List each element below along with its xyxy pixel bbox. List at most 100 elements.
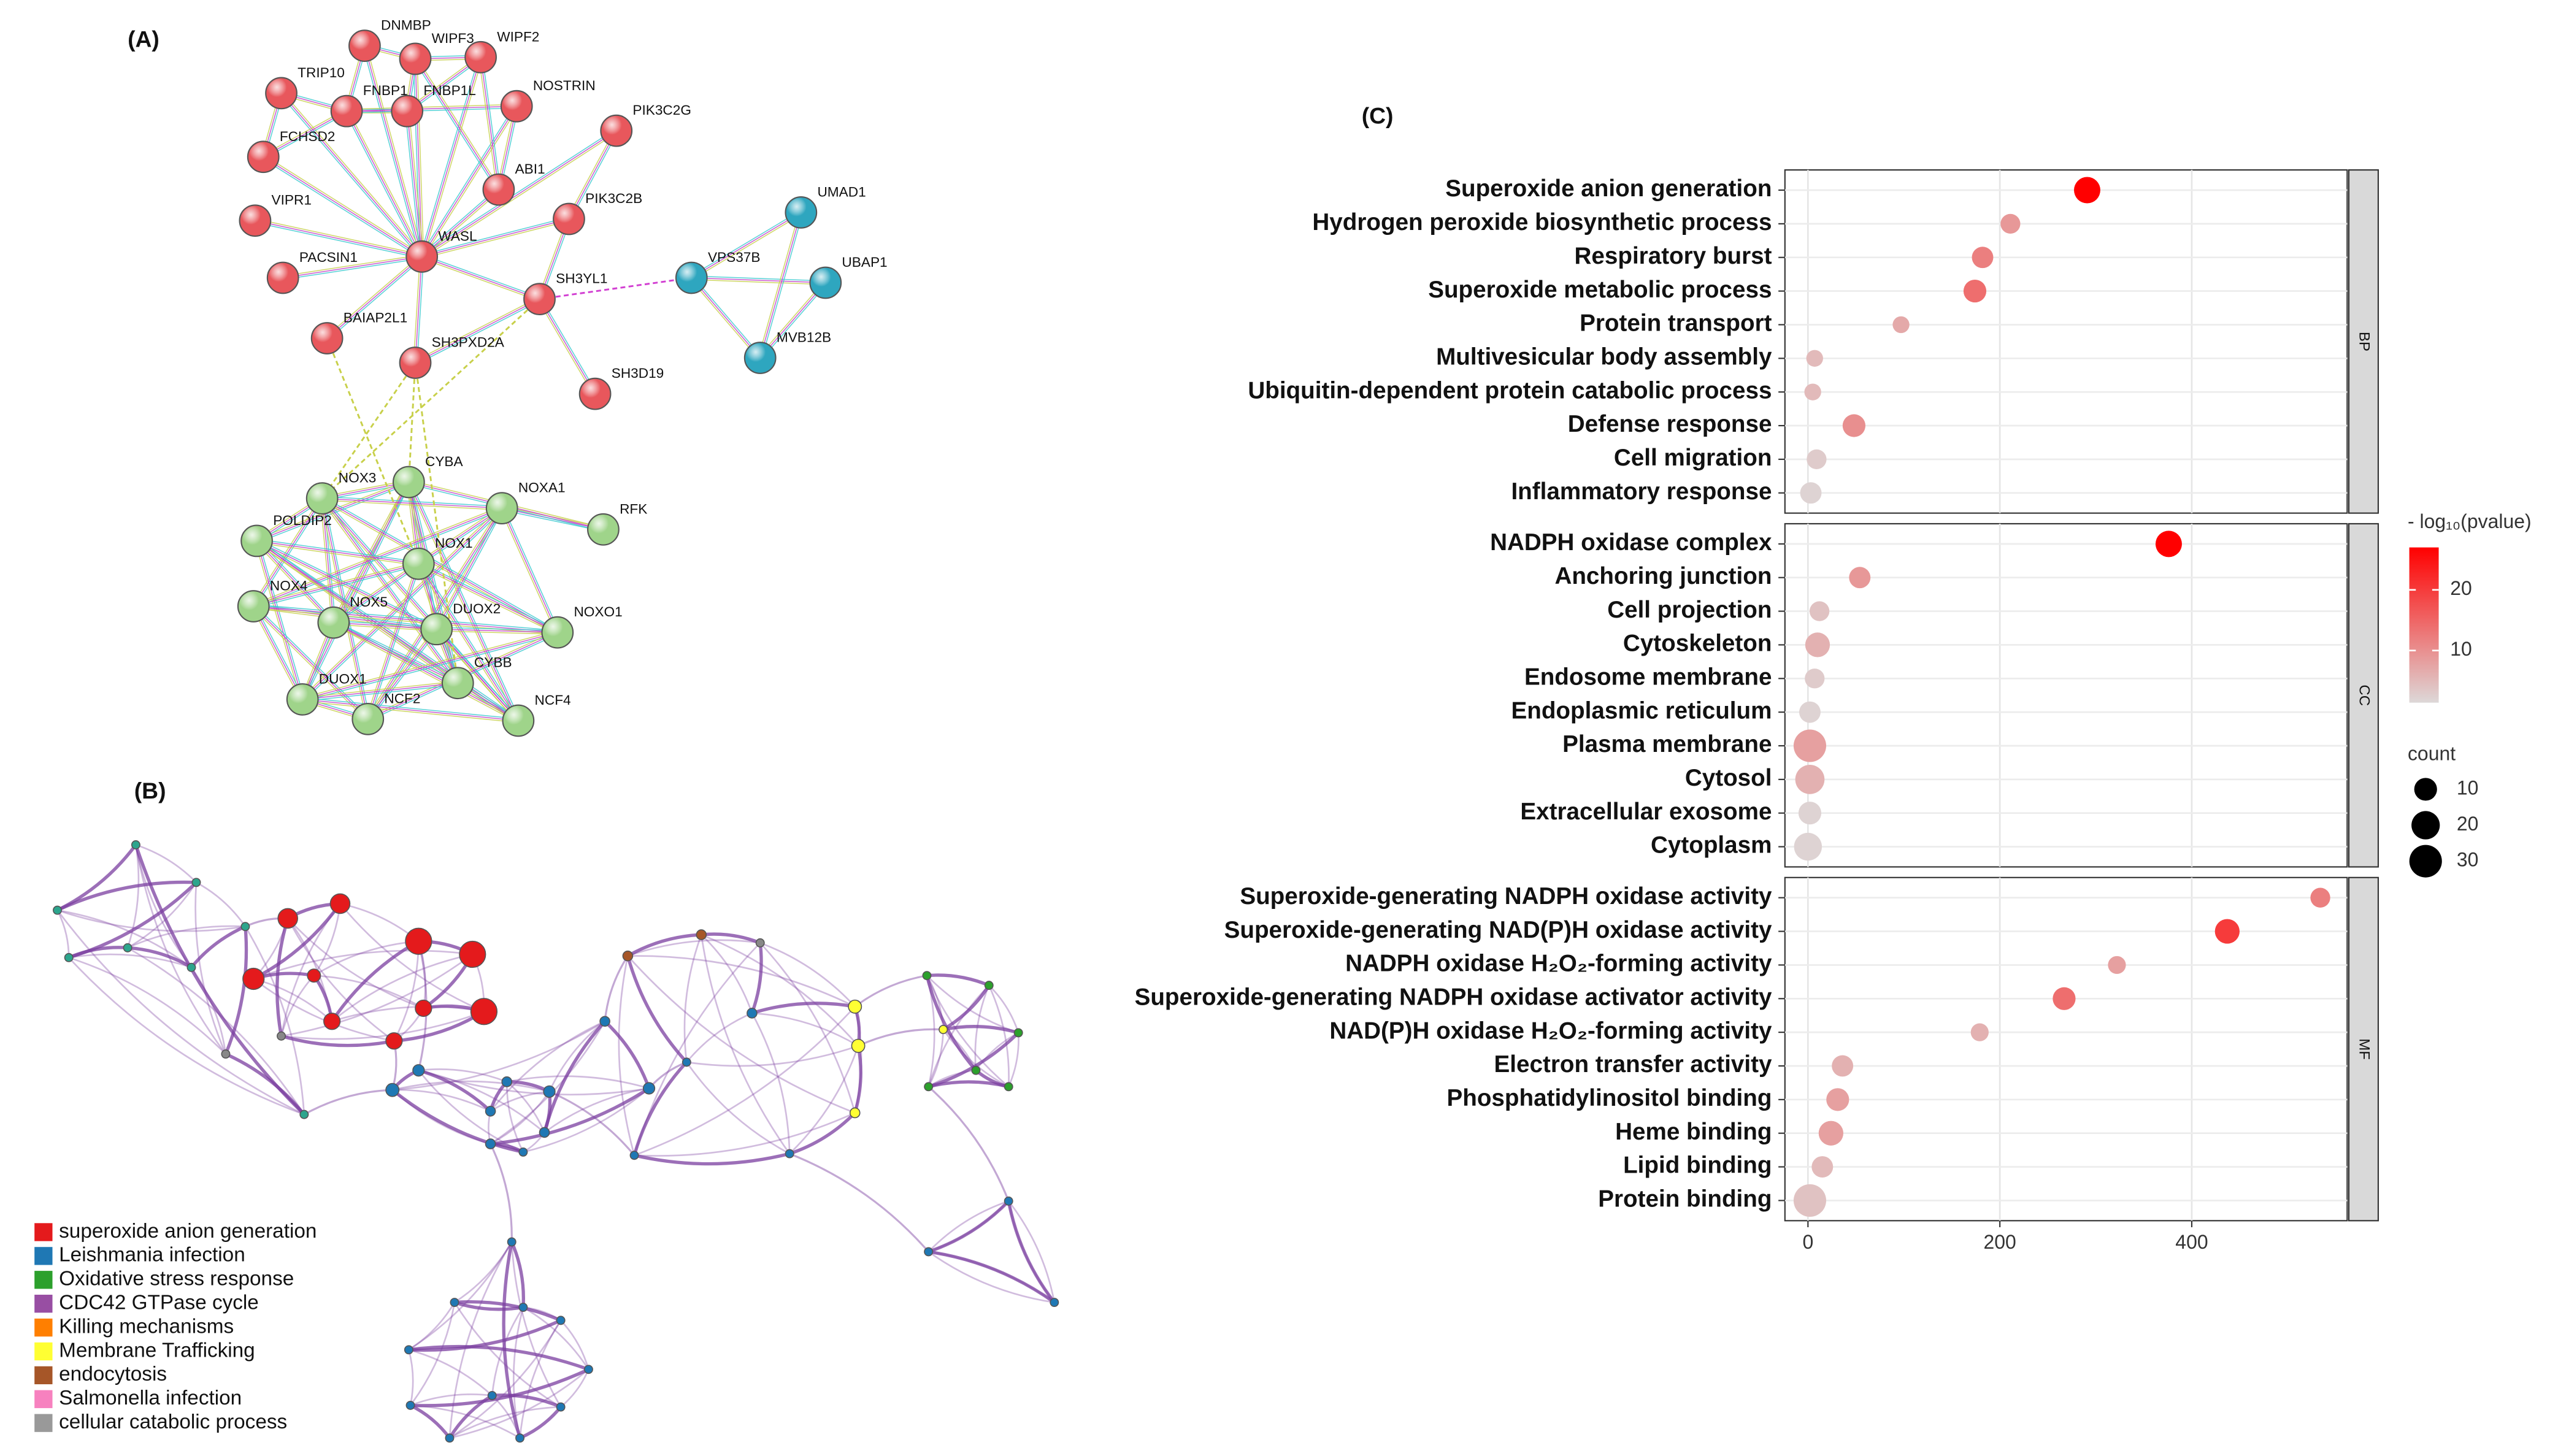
edge — [691, 277, 826, 283]
edge — [410, 481, 521, 721]
protein-node-shine — [601, 116, 631, 146]
edge — [418, 507, 502, 564]
edge — [326, 256, 423, 339]
category-label: Cytoskeleton — [1623, 630, 1772, 657]
category-label: Multivesicular body assembly — [1436, 343, 1772, 370]
category-label: Phosphatidylinositol binding — [1446, 1085, 1772, 1111]
edge — [333, 624, 437, 632]
network-edge — [505, 1081, 524, 1153]
network-edge — [275, 918, 290, 1036]
edge — [417, 256, 424, 363]
edge — [333, 481, 410, 623]
network-edge — [68, 953, 192, 968]
protein-label: DNMBP — [381, 18, 431, 33]
network-edge — [927, 1032, 1020, 1089]
network-edge — [943, 1024, 1019, 1035]
edge — [332, 624, 518, 723]
edge — [539, 299, 596, 394]
edge — [263, 156, 423, 257]
edge — [567, 129, 615, 219]
network-edge — [632, 1061, 688, 1156]
network-node — [64, 952, 74, 962]
edge — [436, 629, 519, 721]
dot — [1800, 482, 1822, 504]
color-legend-title: - log₁₀(pvalue) — [2408, 510, 2532, 532]
edge — [256, 540, 334, 623]
network-edge — [304, 1089, 393, 1116]
edge — [366, 563, 418, 719]
edge — [415, 298, 540, 364]
category-label: Heme binding — [1615, 1119, 1772, 1145]
dot — [1793, 1184, 1827, 1217]
category-label: Superoxide anion generation — [1445, 175, 1772, 202]
network-edge — [409, 1319, 562, 1352]
protein-label: UBAP1 — [842, 255, 887, 270]
protein-node-shine — [487, 493, 517, 523]
network-node — [277, 1031, 286, 1041]
legend-swatch — [34, 1295, 53, 1313]
facet-label: MF — [2356, 1038, 2373, 1060]
protein-label: CYBA — [425, 454, 464, 469]
edge — [366, 45, 424, 256]
network-node — [556, 1316, 566, 1325]
edge — [417, 565, 557, 635]
edge — [404, 111, 421, 257]
network-edge — [750, 943, 763, 1014]
network-node — [1013, 1028, 1023, 1038]
network-edge — [927, 1086, 1010, 1201]
network-node — [515, 1433, 524, 1443]
network-edge — [408, 1301, 456, 1351]
network-edge — [627, 955, 856, 1114]
size-legend-label: 20 — [2457, 813, 2479, 835]
edge — [320, 498, 332, 623]
edge — [689, 278, 759, 359]
category-label: Cytoplasm — [1651, 832, 1772, 859]
facet-label: CC — [2356, 684, 2373, 706]
network-edge — [454, 1301, 524, 1311]
dot — [1807, 449, 1827, 470]
edge — [322, 497, 502, 509]
network-edge — [454, 1300, 562, 1322]
network-node — [556, 1402, 566, 1412]
network-edge — [789, 1045, 859, 1155]
network-edge — [490, 1021, 605, 1112]
network-edge — [127, 925, 245, 949]
legend-swatch — [34, 1318, 53, 1337]
network-edge — [392, 1080, 550, 1093]
network-edge — [506, 1075, 650, 1089]
panel-background — [1784, 876, 2348, 1222]
edge — [537, 299, 594, 396]
category-label: Defense response — [1568, 411, 1772, 437]
edge — [282, 254, 422, 277]
network-edge — [789, 1111, 856, 1155]
network-edge — [224, 926, 248, 1055]
network-edge — [751, 1013, 791, 1154]
edge — [321, 499, 502, 511]
legend-label: Membrane Trafficking — [59, 1339, 255, 1362]
protein-label: CYBB — [474, 655, 512, 670]
network-edge — [927, 1200, 1009, 1252]
edge — [256, 540, 303, 700]
category-label: Cell projection — [1607, 597, 1772, 623]
edge — [334, 620, 520, 720]
protein-node-shine — [588, 515, 618, 545]
dot — [1795, 765, 1825, 794]
dot — [2214, 919, 2240, 944]
edge — [570, 131, 619, 220]
protein-node-shine — [810, 267, 840, 297]
edge — [253, 563, 419, 607]
edge — [328, 257, 424, 340]
colorbar — [2409, 547, 2439, 703]
edge — [482, 56, 501, 190]
edge — [253, 605, 369, 719]
network-edge — [858, 1028, 943, 1047]
edge — [253, 603, 558, 632]
protein-label: POLDIP2 — [273, 513, 332, 528]
edge — [256, 540, 419, 565]
edge — [252, 607, 367, 721]
network-edge — [409, 1302, 456, 1406]
edge — [256, 542, 419, 566]
edge — [416, 57, 501, 189]
legend-label: Leishmania infection — [59, 1244, 245, 1266]
